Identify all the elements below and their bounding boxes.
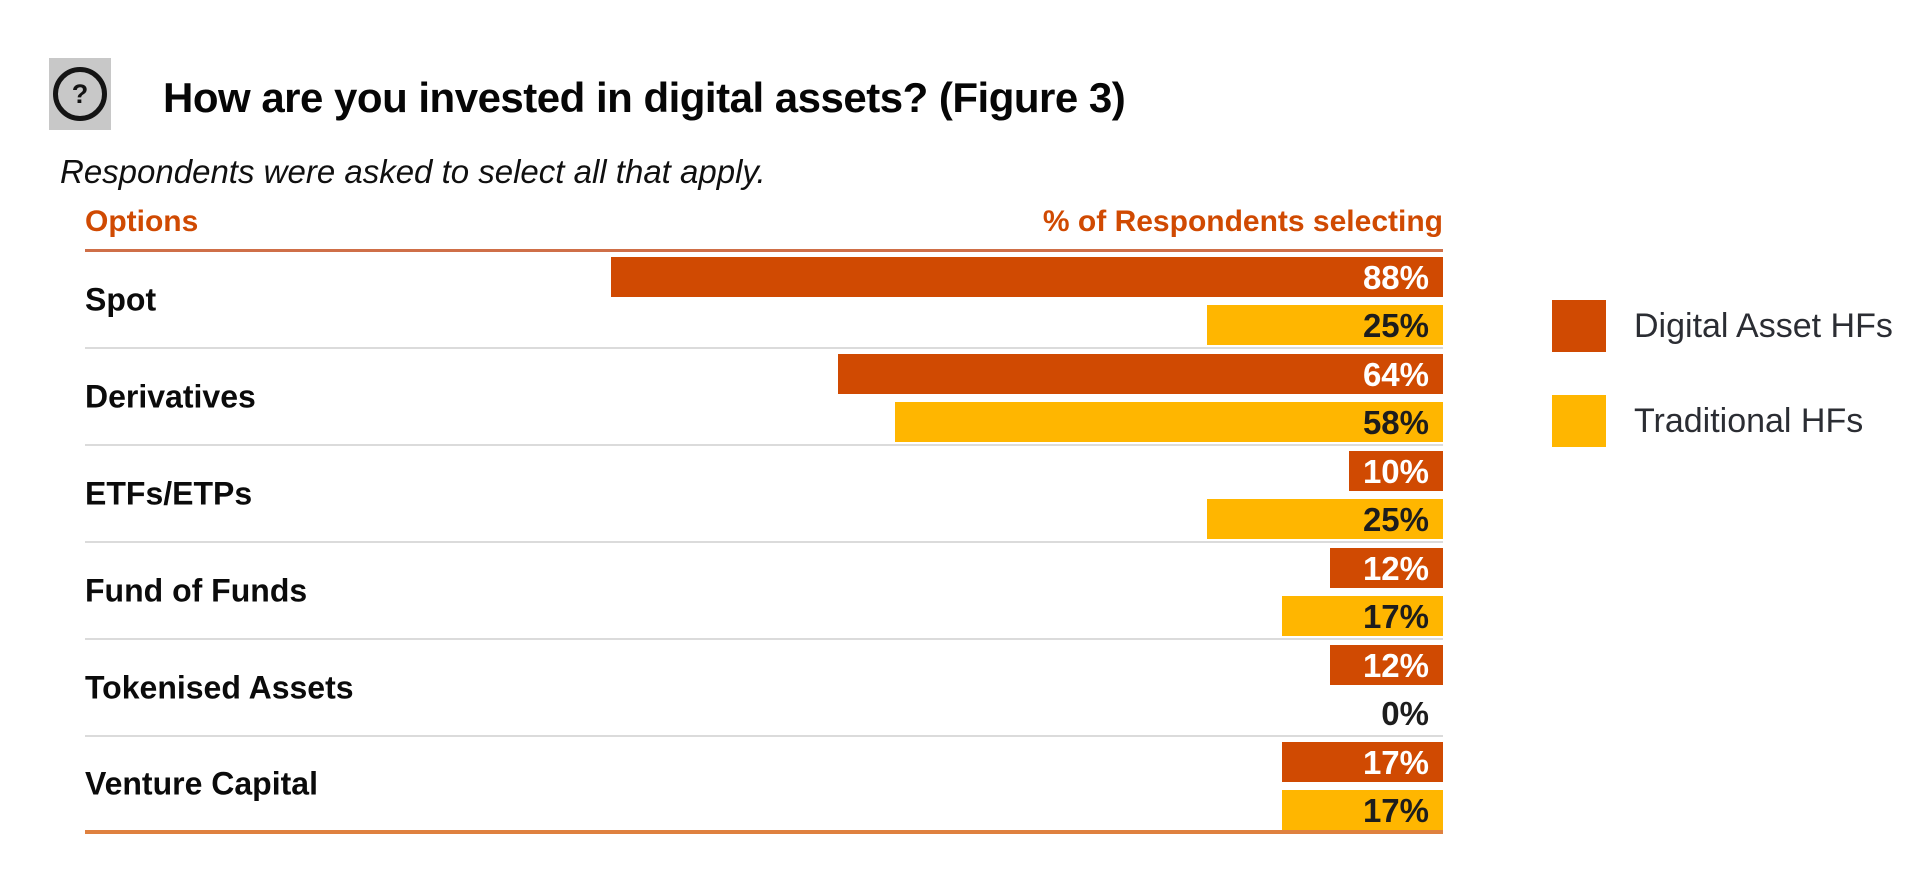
legend-swatch-digital: [1552, 300, 1606, 352]
bar-value-label: 25%: [1362, 500, 1429, 538]
category-label: Venture Capital: [85, 765, 318, 801]
bar-digital-asset-hfs: 64%: [838, 354, 1443, 394]
category-label: ETFs/ETPs: [85, 475, 253, 511]
figure-subtitle: Respondents were asked to select all tha…: [60, 153, 766, 190]
chart-row: Spot 88% 25%: [85, 252, 1443, 349]
chart-header-options: Options: [85, 205, 199, 238]
bar-digital-asset-hfs: 12%: [1329, 548, 1443, 588]
category-label: Tokenised Assets: [85, 669, 354, 705]
chart-row: Fund of Funds 12% 17%: [85, 543, 1443, 640]
bar-chart: Options % of Respondents selecting Spot 8…: [85, 205, 1443, 834]
bar-traditional-hfs: 25%: [1206, 499, 1443, 539]
question-icon: ?: [49, 58, 111, 130]
chart-row: ETFs/ETPs 10% 25%: [85, 446, 1443, 543]
bar-pair: 12% 17%: [85, 543, 1443, 636]
bar-digital-asset-hfs: 17%: [1282, 742, 1443, 782]
bar-value-label: 12%: [1362, 549, 1429, 587]
bar-traditional-hfs: 25%: [1206, 305, 1443, 345]
bar-value-label: 25%: [1362, 306, 1429, 344]
bar-value-label: 0%: [1381, 694, 1429, 732]
legend-item-digital: Digital Asset HFs: [1552, 300, 1893, 352]
bar-value-label: 58%: [1362, 403, 1429, 441]
bar-value-label: 10%: [1362, 452, 1429, 490]
legend-label-digital: Digital Asset HFs: [1634, 306, 1893, 345]
chart-row: Venture Capital 17% 17%: [85, 737, 1443, 834]
chart-rows: Spot 88% 25% Derivatives 64% 58% ETFs/ETPs 10% 2…: [85, 252, 1443, 834]
bar-value-label: 17%: [1362, 743, 1429, 781]
bar-pair: 10% 25%: [85, 446, 1443, 539]
bar-pair: 64% 58%: [85, 349, 1443, 442]
bar-traditional-hfs: 58%: [894, 402, 1443, 442]
bar-digital-asset-hfs: 88%: [611, 257, 1443, 297]
bar-traditional-hfs: 17%: [1282, 790, 1443, 830]
chart-header-percent-respondents: % of Respondents selecting: [1042, 205, 1443, 238]
bar-value-label: 17%: [1362, 791, 1429, 829]
bar-traditional-hfs: 17%: [1282, 596, 1443, 636]
bar-digital-asset-hfs: 10%: [1348, 451, 1443, 491]
category-label: Fund of Funds: [85, 572, 308, 608]
legend-label-traditional: Traditional HFs: [1634, 401, 1864, 440]
bar-digital-asset-hfs: 12%: [1329, 645, 1443, 685]
category-label: Derivatives: [85, 378, 256, 414]
legend-swatch-traditional: [1552, 395, 1606, 447]
bar-value-label: 88%: [1362, 258, 1429, 296]
figure-title: How are you invested in digital assets? …: [163, 74, 1126, 121]
chart-header-row: Options % of Respondents selecting: [85, 205, 1443, 252]
bar-value-label: 64%: [1362, 355, 1429, 393]
bar-pair: 12% 0%: [85, 640, 1443, 733]
category-label: Spot: [85, 281, 157, 317]
bar-pair: 17% 17%: [85, 737, 1443, 830]
question-mark-glyph: ?: [53, 67, 107, 121]
bar-traditional-hfs: 0%: [1381, 693, 1443, 733]
bar-pair: 88% 25%: [85, 252, 1443, 345]
legend-item-traditional: Traditional HFs: [1552, 395, 1893, 447]
chart-legend: Digital Asset HFs Traditional HFs: [1552, 300, 1893, 490]
chart-row: Derivatives 64% 58%: [85, 349, 1443, 446]
bar-value-label: 12%: [1362, 646, 1429, 684]
chart-row: Tokenised Assets 12% 0%: [85, 640, 1443, 737]
bar-value-label: 17%: [1362, 597, 1429, 635]
